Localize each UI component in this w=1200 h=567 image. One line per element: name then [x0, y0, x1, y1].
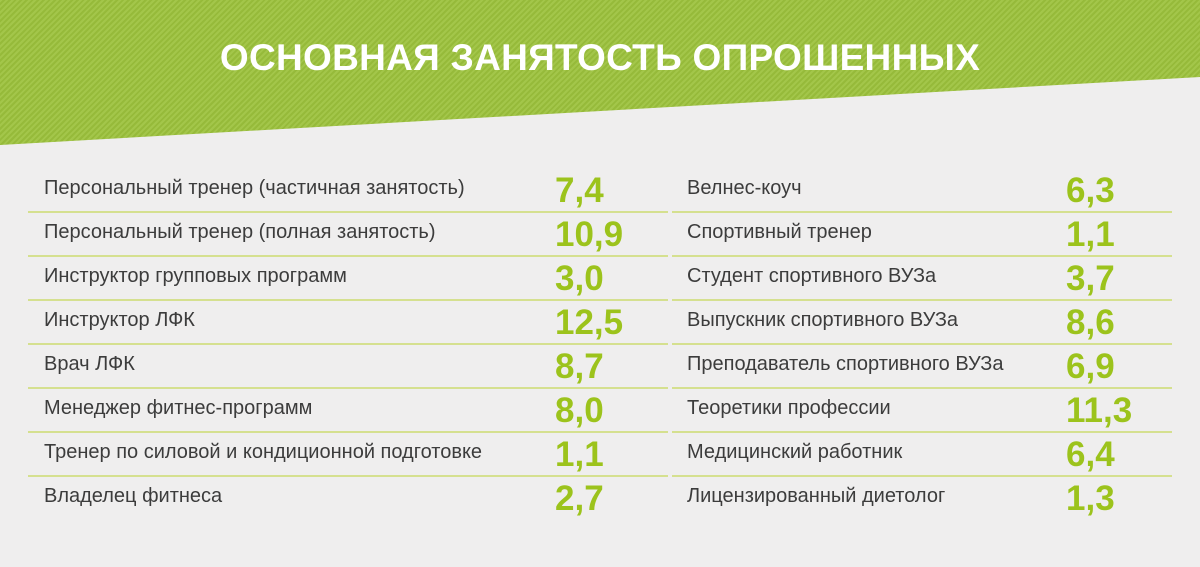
row-value: 10,9: [555, 215, 624, 254]
row-value: 6,4: [1066, 435, 1115, 474]
table-row: Студент спортивного ВУЗа 3,7: [672, 257, 1172, 301]
table-row: Владелец фитнеса 2,7: [28, 477, 668, 521]
row-value: 8,6: [1066, 303, 1115, 342]
row-value: 8,7: [555, 347, 604, 386]
row-value: 1,1: [1066, 215, 1115, 254]
row-label: Студент спортивного ВУЗа: [687, 265, 937, 287]
right-column: Велнес-коуч 6,3 Спортивный тренер 1,1 Ст…: [672, 169, 1172, 521]
row-label: Инструктор ЛФК: [44, 309, 195, 331]
table-row: Спортивный тренер 1,1: [672, 213, 1172, 257]
row-value: 2,7: [555, 479, 604, 518]
row-value: 1,3: [1066, 479, 1115, 518]
row-value: 6,9: [1066, 347, 1115, 386]
row-value: 8,0: [555, 391, 604, 430]
table-row: Врач ЛФК 8,7: [28, 345, 668, 389]
row-label: Тренер по силовой и кондиционной подгото…: [44, 441, 483, 463]
table-row: Выпускник спортивного ВУЗа 8,6: [672, 301, 1172, 345]
table-row: Преподаватель спортивного ВУЗа 6,9: [672, 345, 1172, 389]
row-label: Персональный тренер (частичная занятость…: [44, 177, 465, 199]
table-row: Тренер по силовой и кондиционной подгото…: [28, 433, 668, 477]
row-label: Теоретики профессии: [687, 397, 891, 419]
row-label: Врач ЛФК: [44, 353, 135, 375]
table-row: Теоретики профессии 11,3: [672, 389, 1172, 433]
row-label: Персональный тренер (полная занятость): [44, 221, 436, 243]
page-title: ОСНОВНАЯ ЗАНЯТОСТЬ ОПРОШЕННЫХ: [219, 37, 981, 78]
row-label: Лицензированный диетолог: [687, 485, 946, 507]
table-row: Персональный тренер (частичная занятость…: [28, 169, 668, 213]
row-label: Инструктор групповых программ: [44, 265, 347, 287]
left-column: Персональный тренер (частичная занятость…: [28, 169, 668, 521]
table-row: Медицинский работник 6,4: [672, 433, 1172, 477]
row-value: 11,3: [1066, 391, 1133, 430]
row-label: Преподаватель спортивного ВУЗа: [687, 353, 1004, 375]
row-label: Спортивный тренер: [687, 221, 872, 243]
table-row: Инструктор ЛФК 12,5: [28, 301, 668, 345]
table-row: Инструктор групповых программ 3,0: [28, 257, 668, 301]
row-label: Выпускник спортивного ВУЗа: [687, 309, 959, 331]
row-value: 6,3: [1066, 171, 1115, 210]
row-label: Менеджер фитнес-программ: [44, 397, 313, 419]
table-row: Лицензированный диетолог 1,3: [672, 477, 1172, 521]
row-value: 12,5: [555, 303, 624, 342]
row-value: 3,7: [1066, 259, 1115, 298]
row-value: 3,0: [555, 259, 604, 298]
header-banner: [0, 0, 1200, 145]
row-value: 1,1: [555, 435, 604, 474]
table-row: Менеджер фитнес-программ 8,0: [28, 389, 668, 433]
table-row: Велнес-коуч 6,3: [672, 169, 1172, 213]
row-value: 7,4: [555, 171, 604, 210]
row-label: Медицинский работник: [687, 441, 903, 463]
table-row: Персональный тренер (полная занятость) 1…: [28, 213, 668, 257]
row-label: Владелец фитнеса: [44, 485, 223, 507]
row-label: Велнес-коуч: [687, 177, 802, 199]
